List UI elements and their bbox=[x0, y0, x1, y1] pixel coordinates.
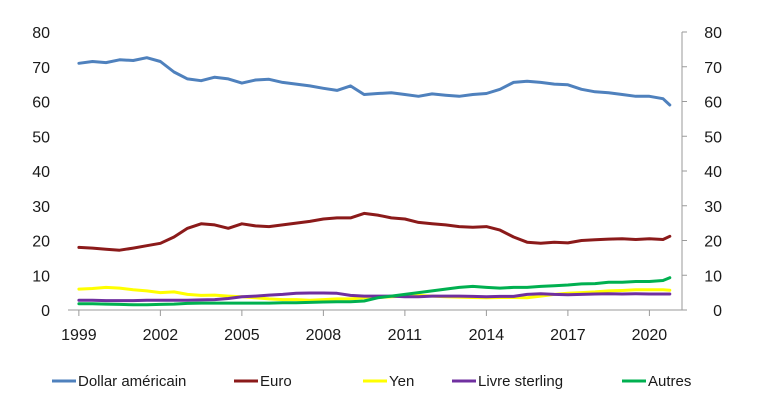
x-tick-label: 2008 bbox=[306, 327, 342, 344]
legend-label-yen: Yen bbox=[389, 373, 414, 390]
y-tick-label-left: 30 bbox=[32, 199, 50, 216]
y-tick-label-right: 40 bbox=[704, 164, 722, 181]
series-line-euro bbox=[77, 211, 672, 252]
y-tick-label-right: 50 bbox=[704, 129, 722, 146]
y-tick-label-right: 30 bbox=[704, 199, 722, 216]
x-axis-labels: 1999 2002 2005 2008 2011 2014 2017 2020 bbox=[61, 327, 667, 344]
y-axis-labels-right: 0 10 20 30 40 50 60 70 80 bbox=[682, 25, 722, 320]
x-tick-label: 2005 bbox=[224, 327, 260, 344]
y-tick-label-right: 20 bbox=[704, 234, 722, 251]
y-tick-label-left: 70 bbox=[32, 60, 50, 77]
y-axis-labels-left: 0 10 20 30 40 50 60 70 80 bbox=[32, 25, 50, 320]
x-tick-label: 2020 bbox=[632, 327, 668, 344]
legend-label-euro: Euro bbox=[260, 373, 292, 390]
x-tick-label: 2011 bbox=[388, 327, 423, 344]
y-tick-label-right: 60 bbox=[704, 95, 722, 112]
y-tick-label-left: 0 bbox=[41, 303, 50, 320]
y-tick-label-right: 10 bbox=[704, 268, 722, 285]
series-line-livre-sterling bbox=[77, 291, 672, 303]
legend-label-dollar-americain: Dollar américain bbox=[78, 373, 186, 390]
y-tick-label-left: 80 bbox=[32, 25, 50, 42]
y-tick-label-right: 70 bbox=[704, 60, 722, 77]
plot-area: 1999 2002 2005 2008 2011 2014 2017 2020 0 10 20 30… bbox=[32, 25, 722, 344]
x-tick-label: 1999 bbox=[61, 327, 97, 344]
series-line-autres bbox=[77, 276, 672, 307]
x-axis-ticks bbox=[78, 310, 650, 316]
y-tick-label-left: 40 bbox=[32, 164, 50, 181]
y-tick-label-left: 20 bbox=[32, 234, 50, 251]
legend: Dollar américain Euro Yen Livre sterling Aut… bbox=[52, 373, 691, 390]
y-tick-label-right: 80 bbox=[704, 25, 722, 42]
x-tick-label: 2002 bbox=[143, 327, 179, 344]
y-tick-label-left: 60 bbox=[32, 95, 50, 112]
y-tick-label-left: 50 bbox=[32, 129, 50, 146]
y-tick-label-left: 10 bbox=[32, 268, 50, 285]
y-tick-label-right: 0 bbox=[713, 303, 722, 320]
legend-label-livre-sterling: Livre sterling bbox=[478, 373, 563, 390]
x-tick-label: 2014 bbox=[469, 327, 505, 344]
series-lines bbox=[77, 56, 672, 307]
series-line-dollar-americain bbox=[77, 56, 672, 107]
x-tick-label: 2017 bbox=[550, 327, 586, 344]
legend-label-autres: Autres bbox=[648, 373, 691, 390]
